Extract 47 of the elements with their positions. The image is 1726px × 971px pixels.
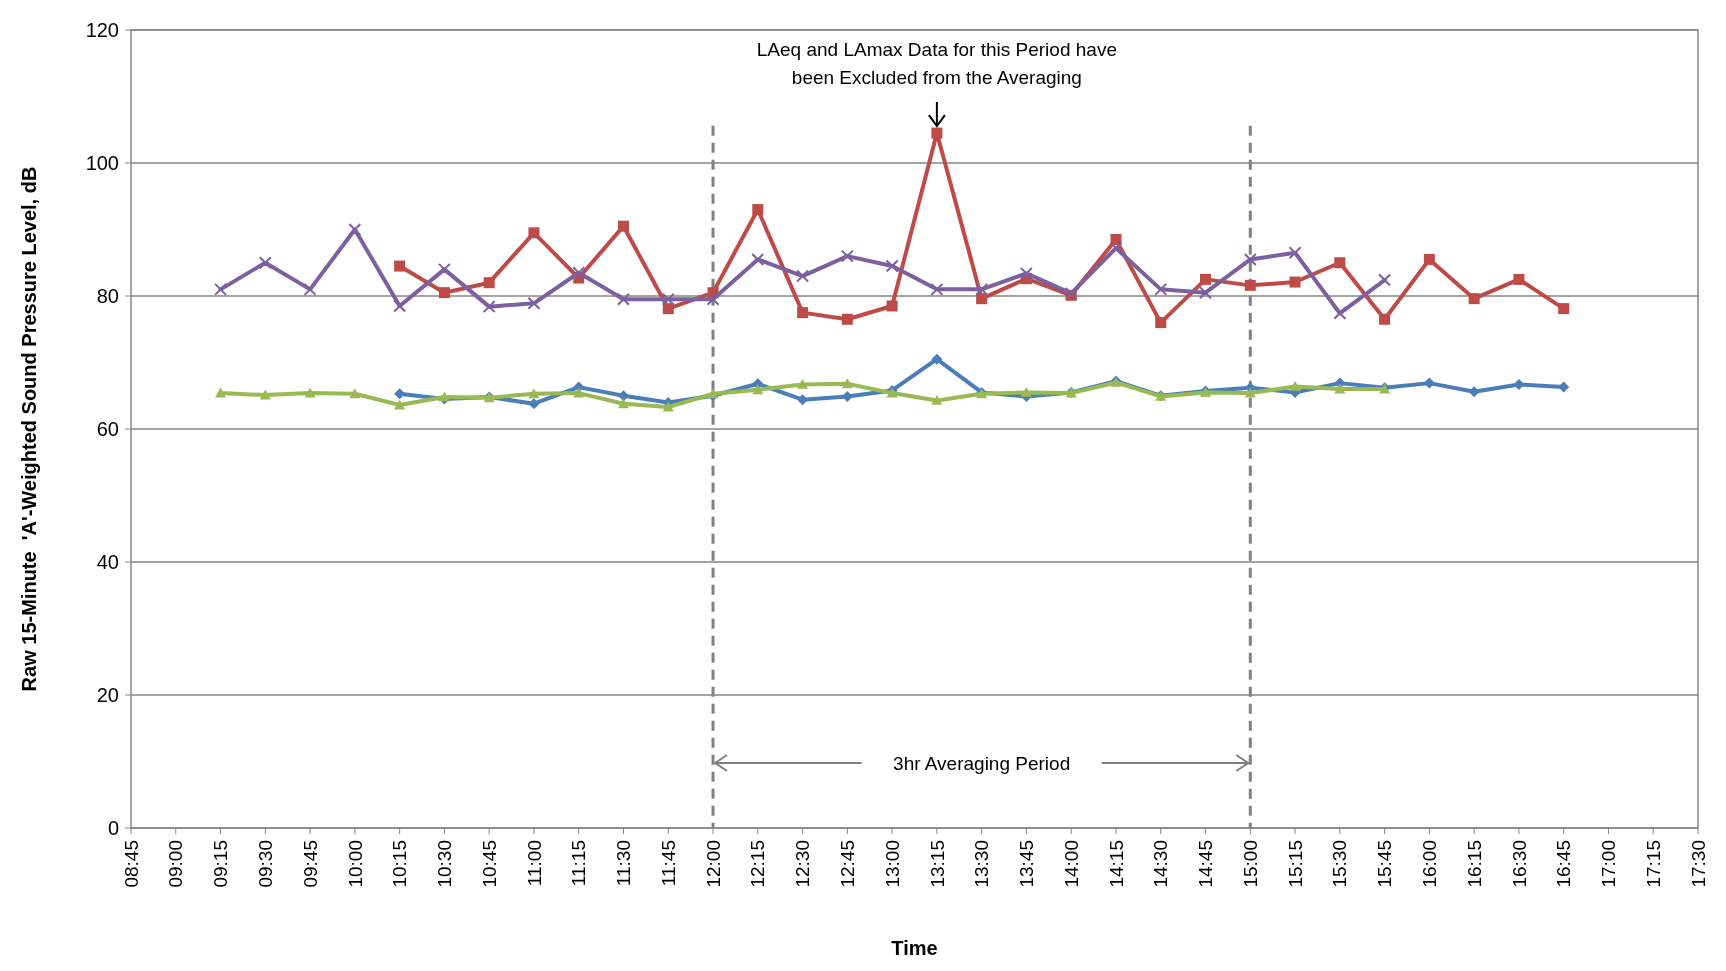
x-tick-label: 10:45 bbox=[478, 840, 500, 888]
y-tick-label: 60 bbox=[96, 418, 119, 440]
x-tick-label: 11:45 bbox=[657, 840, 679, 887]
x-tick-label: 09:45 bbox=[299, 840, 321, 888]
x-tick-label: 11:30 bbox=[613, 840, 635, 887]
x-tick-label: 16:00 bbox=[1419, 840, 1441, 888]
x-tick-label: 12:30 bbox=[792, 840, 814, 888]
y-tick-label: 40 bbox=[96, 551, 119, 573]
x-tick-label: 10:00 bbox=[344, 840, 366, 888]
x-tick-label: 12:15 bbox=[747, 840, 769, 888]
annotation: 3hr Averaging Period bbox=[893, 752, 1071, 774]
x-tick-label: 13:30 bbox=[971, 840, 993, 888]
x-tick-label: 14:15 bbox=[1105, 840, 1127, 888]
x-tick-label: 17:30 bbox=[1687, 840, 1709, 888]
annotation: LAeq and LAmax Data for this Period have been Excluded from the Averaging bbox=[756, 39, 1117, 88]
x-tick-label: 09:00 bbox=[165, 840, 187, 888]
x-tick-label: 17:15 bbox=[1642, 840, 1664, 888]
y-tick-label: 20 bbox=[96, 684, 119, 706]
y-tick-label: 100 bbox=[85, 152, 119, 174]
x-tick-label: 16:45 bbox=[1553, 840, 1575, 888]
y-axis-title: Raw 15-Minute 'A'-Weighted Sound Pressure Level, dB bbox=[18, 166, 40, 692]
x-tick-label: 08:45 bbox=[120, 840, 142, 888]
x-tick-label: 13:00 bbox=[881, 840, 903, 888]
x-tick-label: 09:30 bbox=[254, 840, 276, 888]
x-tick-label: 16:15 bbox=[1463, 840, 1485, 888]
y-tick-label: 120 bbox=[85, 19, 119, 41]
x-tick-label: 12:00 bbox=[702, 840, 724, 888]
x-tick-label: 10:30 bbox=[434, 840, 456, 888]
y-tick-label: 80 bbox=[96, 285, 119, 307]
x-tick-label: 11:15 bbox=[568, 840, 590, 887]
x-tick-label: 14:45 bbox=[1195, 840, 1217, 888]
y-tick-label: 0 bbox=[107, 817, 119, 839]
x-tick-label: 16:30 bbox=[1508, 840, 1530, 888]
x-tick-label: 09:15 bbox=[210, 840, 232, 888]
x-tick-label: 15:00 bbox=[1239, 840, 1261, 888]
x-tick-label: 15:45 bbox=[1374, 840, 1396, 888]
x-tick-label: 10:15 bbox=[389, 840, 411, 888]
x-tick-label: 14:00 bbox=[1060, 840, 1082, 888]
x-tick-label: 15:30 bbox=[1329, 840, 1351, 888]
x-tick-label: 15:15 bbox=[1284, 840, 1306, 888]
x-tick-label: 17:00 bbox=[1598, 840, 1620, 888]
x-tick-label: 13:45 bbox=[1016, 840, 1038, 888]
x-tick-label: 11:00 bbox=[523, 840, 545, 887]
x-tick-label: 14:30 bbox=[1150, 840, 1172, 888]
x-tick-label: 13:15 bbox=[926, 840, 948, 888]
x-axis-title: Time bbox=[891, 937, 938, 959]
x-tick-label: 12:45 bbox=[836, 840, 858, 888]
